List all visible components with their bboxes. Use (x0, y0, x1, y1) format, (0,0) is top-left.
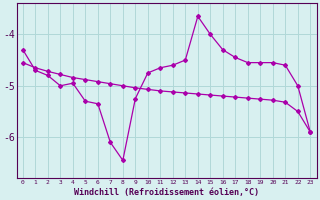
X-axis label: Windchill (Refroidissement éolien,°C): Windchill (Refroidissement éolien,°C) (74, 188, 259, 197)
